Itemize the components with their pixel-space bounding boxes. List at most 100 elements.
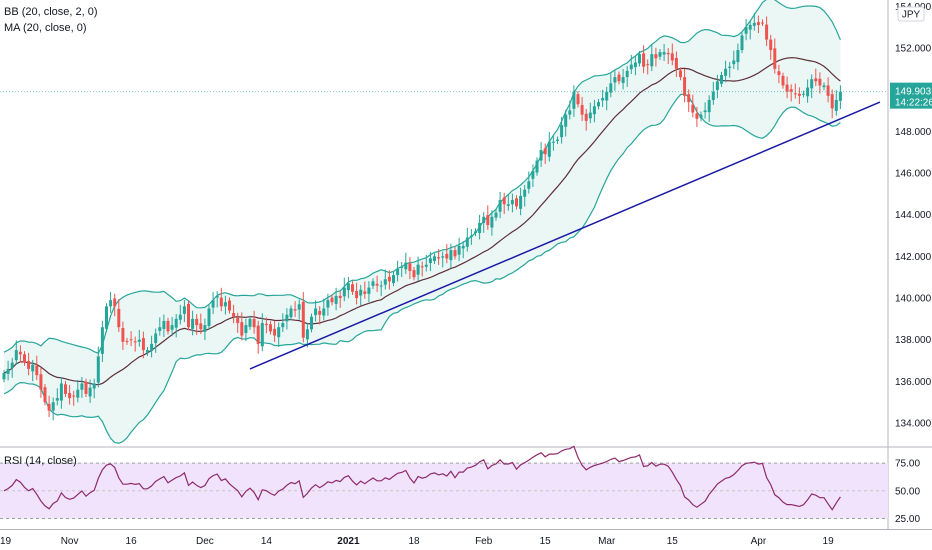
bollinger-bands bbox=[3, 0, 841, 444]
candle bbox=[256, 320, 260, 354]
candle bbox=[314, 300, 318, 322]
candle bbox=[281, 313, 285, 332]
candle bbox=[449, 243, 453, 269]
candle-body bbox=[490, 216, 494, 228]
candle bbox=[117, 299, 121, 332]
candle bbox=[674, 51, 678, 77]
candle-body bbox=[158, 327, 162, 331]
candle bbox=[367, 281, 371, 302]
candle bbox=[392, 271, 395, 287]
candle-body bbox=[638, 54, 641, 64]
candle bbox=[59, 377, 63, 409]
candle bbox=[84, 378, 88, 398]
candle bbox=[535, 157, 539, 176]
candle-body bbox=[449, 250, 453, 261]
candle bbox=[687, 89, 691, 112]
countdown-timer: 14:22:26 bbox=[895, 98, 932, 109]
candle-body bbox=[564, 114, 568, 127]
ma-legend[interactable]: MA (20, close, 0) bbox=[4, 22, 87, 34]
candle bbox=[556, 136, 559, 145]
candle-body bbox=[125, 340, 129, 342]
candle-body bbox=[55, 398, 59, 401]
candle bbox=[539, 141, 543, 167]
candle bbox=[264, 317, 268, 334]
candle-body bbox=[359, 289, 363, 296]
candle-body bbox=[35, 365, 39, 376]
candle bbox=[695, 106, 699, 127]
candle-body bbox=[572, 91, 576, 109]
candle bbox=[789, 84, 793, 102]
candle bbox=[260, 313, 264, 352]
candle-body bbox=[650, 54, 654, 67]
candle bbox=[785, 76, 789, 99]
candle-body bbox=[756, 22, 760, 26]
candle bbox=[748, 20, 752, 40]
candle-body bbox=[539, 150, 543, 161]
candle-body bbox=[478, 223, 482, 234]
candle bbox=[326, 293, 330, 316]
trendline[interactable] bbox=[249, 101, 881, 370]
candle bbox=[498, 191, 502, 219]
candle bbox=[23, 351, 26, 366]
candle bbox=[236, 312, 240, 333]
candle-body bbox=[515, 198, 518, 207]
candle-body bbox=[392, 275, 395, 284]
candle bbox=[724, 60, 728, 83]
candle bbox=[761, 19, 764, 27]
candle-body bbox=[305, 329, 309, 340]
rsi-tick-label: 25.00 bbox=[895, 514, 920, 525]
candle bbox=[6, 360, 10, 381]
candle bbox=[2, 369, 6, 383]
candle-body bbox=[342, 287, 346, 297]
candle bbox=[363, 281, 367, 299]
candle-body bbox=[748, 25, 752, 30]
candle-body bbox=[211, 300, 215, 308]
candle bbox=[777, 64, 781, 84]
time-tick-label: 18 bbox=[408, 536, 420, 547]
candle-body bbox=[531, 170, 535, 179]
candle bbox=[736, 43, 740, 71]
candle-body bbox=[223, 302, 227, 307]
candle bbox=[486, 205, 490, 230]
currency-badge[interactable]: JPY bbox=[897, 6, 925, 22]
candle bbox=[400, 261, 404, 277]
candle bbox=[310, 313, 313, 333]
candle-body bbox=[96, 356, 100, 383]
candle bbox=[305, 322, 309, 348]
candle-body bbox=[633, 62, 637, 68]
price-tick-label: 142.000 bbox=[895, 252, 932, 263]
candle bbox=[683, 68, 687, 103]
candle-body bbox=[80, 383, 84, 390]
candle-body bbox=[326, 300, 330, 308]
candle bbox=[629, 54, 633, 74]
candle bbox=[756, 15, 760, 34]
candle-body bbox=[14, 350, 18, 361]
price-tick-label: 144.000 bbox=[895, 210, 932, 221]
candle-body bbox=[174, 318, 178, 328]
bollinger-legend[interactable]: BB (20, close, 2, 0) bbox=[4, 6, 98, 18]
candle bbox=[580, 96, 584, 122]
candle-body bbox=[654, 54, 658, 59]
candle bbox=[371, 278, 375, 290]
candle bbox=[14, 340, 18, 365]
time-tick-label: Feb bbox=[475, 536, 493, 547]
candle-body bbox=[379, 285, 383, 287]
candle bbox=[219, 287, 223, 312]
rsi-legend[interactable]: RSI (14, close) bbox=[4, 455, 77, 467]
candle bbox=[137, 329, 141, 347]
candle-body bbox=[428, 258, 432, 264]
candle bbox=[506, 194, 510, 211]
candle-body bbox=[166, 320, 170, 332]
candle-body bbox=[437, 257, 441, 259]
candle-body bbox=[404, 262, 408, 270]
candle-body bbox=[793, 93, 797, 95]
candle bbox=[810, 74, 814, 99]
rsi-tick-label: 75.00 bbox=[895, 459, 920, 470]
candle bbox=[797, 87, 801, 104]
candle bbox=[588, 102, 592, 124]
candle-body bbox=[162, 320, 166, 329]
candle-body bbox=[502, 197, 506, 205]
candle-body bbox=[588, 112, 592, 119]
candle-body bbox=[560, 125, 564, 138]
